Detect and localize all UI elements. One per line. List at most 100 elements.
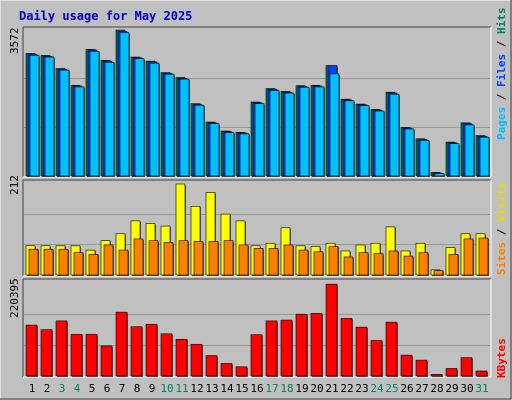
kbytes-bar xyxy=(70,333,83,377)
kbytes-bar xyxy=(430,374,443,377)
kbytes-bar xyxy=(55,320,68,377)
kbytes-max-label: 220395 xyxy=(8,278,21,318)
pages-bar xyxy=(149,62,160,177)
pages-bar xyxy=(104,62,115,177)
pages-bar xyxy=(374,110,385,177)
day-label: 10 xyxy=(160,382,173,395)
day-label: 4 xyxy=(74,382,81,395)
kbytes-bar xyxy=(325,283,338,377)
kbytes-bar xyxy=(310,313,323,377)
pages-bar xyxy=(419,140,430,177)
pages-bar xyxy=(59,69,70,177)
pages-bar xyxy=(194,104,205,177)
day-label: 22 xyxy=(340,382,353,395)
kbytes-bar xyxy=(160,333,173,377)
kbytes-bar xyxy=(340,318,353,377)
svg-text:Sites / Visits: Sites / Visits xyxy=(495,182,508,275)
kbytes-bar xyxy=(220,363,233,377)
day-label: 26 xyxy=(400,382,413,395)
day-label: 17 xyxy=(265,382,278,395)
hits-max-label: 3572 xyxy=(8,28,21,55)
pages-bar xyxy=(224,132,235,177)
kbytes-bar xyxy=(205,355,218,377)
sites-bar xyxy=(148,240,159,276)
pages-bar xyxy=(464,124,475,177)
day-label: 19 xyxy=(295,382,308,395)
day-label: 27 xyxy=(415,382,428,395)
sites-bar xyxy=(223,240,234,276)
sites-bar xyxy=(73,252,84,276)
sites-bar xyxy=(358,252,369,276)
kbytes-bar xyxy=(145,323,158,377)
sites-bar xyxy=(418,252,429,276)
day-label: 21 xyxy=(325,382,338,395)
sites-bar xyxy=(433,270,444,276)
day-label: 31 xyxy=(475,382,488,395)
sites-bar xyxy=(268,248,279,276)
kbytes-bar xyxy=(250,334,263,377)
chart-title: Daily usage for May 2025 xyxy=(19,9,192,23)
kbytes-bar xyxy=(355,326,368,377)
pages-bar xyxy=(434,173,445,177)
sites-bar xyxy=(283,244,294,276)
kbytes-legend: KBytes xyxy=(495,338,508,378)
sites-bar xyxy=(448,254,459,276)
sites-bar xyxy=(178,240,189,276)
day-label: 9 xyxy=(149,382,156,395)
legend-pages: Pages xyxy=(495,107,508,140)
kbytes-bar xyxy=(460,357,473,377)
legend-files: Files xyxy=(495,54,508,87)
pages-bar xyxy=(284,92,295,177)
pages-bar xyxy=(344,100,355,177)
day-label: 29 xyxy=(445,382,458,395)
pages-bar xyxy=(359,105,370,177)
sites-bar xyxy=(343,256,354,276)
day-label: 8 xyxy=(134,382,141,395)
kbytes-bar xyxy=(280,319,293,377)
pages-bar xyxy=(389,93,400,177)
pages-bar xyxy=(89,51,100,177)
day-label: 23 xyxy=(355,382,368,395)
day-label: 1 xyxy=(29,382,36,395)
sites-bar xyxy=(403,255,414,276)
pages-bar xyxy=(479,136,490,177)
kbytes-bar xyxy=(385,321,398,377)
day-label: 5 xyxy=(89,382,96,395)
sites-bar xyxy=(88,254,99,276)
pages-bar xyxy=(134,58,145,177)
sites-bar xyxy=(43,248,54,276)
kbytes-bar xyxy=(370,340,383,377)
pages-bar xyxy=(269,90,280,177)
sites-bar xyxy=(478,237,489,276)
kbytes-bar xyxy=(295,313,308,377)
day-label: 6 xyxy=(104,382,111,395)
legend-kbytes: KBytes xyxy=(495,338,508,378)
kbytes-bar xyxy=(415,359,428,377)
legend-sites: Sites xyxy=(495,242,508,275)
sites-bar xyxy=(328,246,339,276)
kbytes-bar xyxy=(40,329,53,377)
pages-bar xyxy=(74,86,85,177)
sites-bar xyxy=(463,238,474,276)
day-label: 18 xyxy=(280,382,293,395)
sites-bar xyxy=(133,238,144,276)
day-label: 14 xyxy=(220,382,234,395)
day-label: 28 xyxy=(430,382,443,395)
pages-bar xyxy=(449,143,460,177)
day-label: 12 xyxy=(190,382,203,395)
sites-bar xyxy=(118,249,129,276)
svg-text:Pages / Files / Hits: Pages / Files / Hits xyxy=(495,8,508,141)
kbytes-bar xyxy=(190,343,203,377)
day-label: 13 xyxy=(205,382,218,395)
sites-bar xyxy=(298,249,309,276)
kbytes-bar xyxy=(475,370,488,377)
sites-bar xyxy=(373,253,384,276)
legend-hits: Hits xyxy=(495,8,508,35)
day-label: 30 xyxy=(460,382,473,395)
day-label: 7 xyxy=(119,382,126,395)
chart-marks xyxy=(24,29,490,377)
kbytes-bar xyxy=(85,333,98,377)
pages-bar xyxy=(329,73,340,177)
day-label: 16 xyxy=(250,382,263,395)
